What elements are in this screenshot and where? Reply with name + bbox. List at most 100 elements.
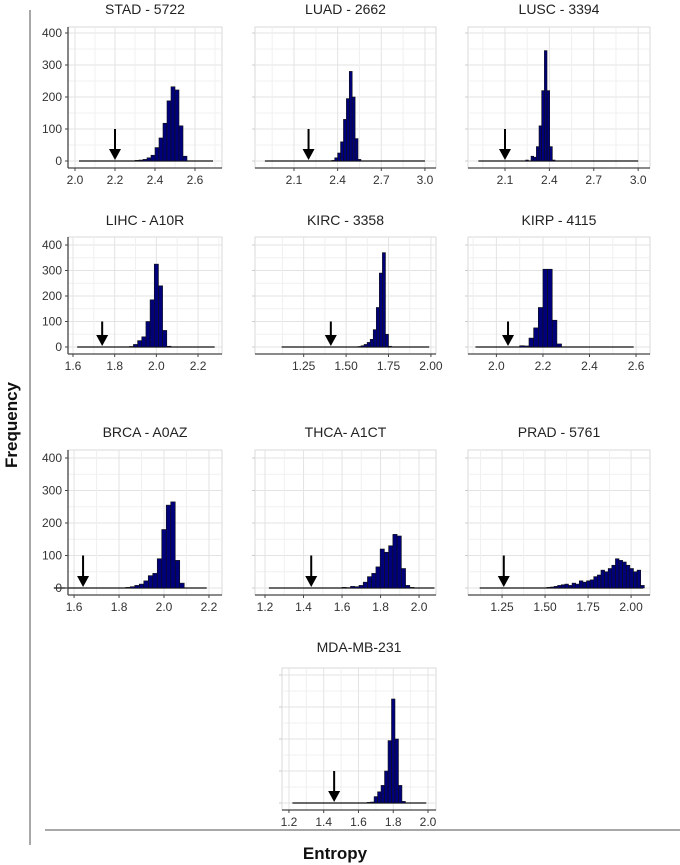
y-tick-label: 100 — [42, 122, 62, 136]
histogram-bar — [128, 346, 134, 348]
x-tick-label: 1.8 — [111, 600, 128, 614]
histogram-bar — [593, 576, 598, 589]
panel-title: THCA- A1CT — [305, 424, 387, 440]
histogram-bar — [141, 336, 147, 348]
histogram-bar — [582, 581, 587, 589]
histogram-bar — [600, 569, 605, 589]
histogram-bar — [564, 583, 569, 589]
histogram-bar — [398, 785, 403, 804]
histogram-bar — [589, 579, 595, 589]
histogram-bar — [388, 545, 394, 589]
y-tick-label: 300 — [42, 58, 62, 72]
histogram-bar — [158, 285, 163, 348]
histogram-bar — [138, 159, 144, 162]
x-tick-label: 2.0 — [148, 359, 165, 373]
x-tick-label: 2.0 — [488, 359, 505, 373]
histogram-bar — [182, 155, 188, 162]
histogram-bar — [528, 337, 534, 348]
x-tick-label: 1.8 — [385, 815, 402, 829]
histogram-bar — [138, 583, 145, 589]
histogram-panel: KIRP - 4115 2.0 2.2 2.4 2.6 — [465, 212, 651, 373]
histogram-bar — [401, 801, 406, 804]
panel-title: MDA-MB-231 — [317, 639, 402, 655]
y-tick-label: 400 — [42, 26, 62, 40]
histogram-bar — [533, 156, 537, 162]
histogram-bar — [147, 575, 154, 589]
histogram-bar — [153, 263, 159, 348]
histogram-bar — [568, 585, 573, 589]
histogram-bar — [546, 587, 551, 589]
histogram-bar — [533, 327, 539, 348]
x-tick-label: 2.6 — [628, 359, 645, 373]
histogram-bar — [134, 160, 140, 162]
x-tick-label: 2.2 — [201, 600, 218, 614]
histogram-panel: THCA- A1CT 1.2 1.4 1.6 1.8 2.0 — [252, 424, 437, 614]
histogram-bar — [405, 585, 411, 589]
x-tick-label: 2.1 — [497, 173, 514, 187]
histogram-bar — [379, 548, 385, 589]
histogram-bar — [597, 574, 602, 589]
histogram-panel: LUAD - 2662 2.1 2.4 2.7 3.0 — [252, 1, 437, 187]
histogram-bar — [611, 564, 616, 589]
x-tick-label: 2.1 — [286, 173, 303, 187]
histogram-bar — [549, 146, 553, 162]
histogram-bar — [158, 137, 164, 162]
histogram-bar — [340, 141, 344, 162]
histogram-bar — [362, 581, 368, 589]
y-tick-label: 0 — [55, 340, 62, 354]
x-tick-label: 2.0 — [420, 815, 437, 829]
histogram-bar — [629, 568, 634, 589]
histogram-bar — [366, 802, 371, 804]
histogram-bar — [396, 535, 402, 589]
histogram-bar — [536, 146, 540, 162]
x-tick-label: 1.4 — [315, 815, 332, 829]
y-tick-label: 0 — [55, 154, 62, 168]
histogram-bar — [363, 344, 368, 348]
histogram-bar — [179, 582, 185, 589]
panel-title: LIHC - A10R — [106, 212, 185, 228]
histogram-bar — [149, 299, 155, 348]
histogram-bar — [142, 159, 148, 162]
arrow-down-icon — [497, 576, 510, 587]
histogram-bar — [557, 585, 562, 589]
x-tick-label: 2.6 — [187, 173, 204, 187]
histogram-bar — [571, 582, 576, 589]
y-tick-label: 200 — [42, 516, 62, 530]
y-tick-label: 400 — [42, 451, 62, 465]
histogram-bar — [337, 152, 341, 162]
histogram-bar — [546, 90, 550, 162]
histogram-bar — [375, 307, 380, 348]
x-tick-label: 2.7 — [585, 173, 602, 187]
y-tick-label: 200 — [42, 289, 62, 303]
x-tick-label: 1.8 — [106, 359, 123, 373]
histogram-bar — [633, 571, 638, 589]
x-tick-label: 1.8 — [372, 600, 389, 614]
histogram-bar — [152, 573, 158, 589]
x-tick-label: 2.0 — [411, 600, 428, 614]
x-tick-label: 2.4 — [541, 173, 558, 187]
y-tick-label: 300 — [42, 264, 62, 278]
histogram-bar — [575, 583, 580, 589]
x-tick-label: 2.4 — [147, 173, 164, 187]
histogram-bar — [615, 558, 620, 589]
histogram-bar — [367, 576, 372, 589]
histogram-bar — [560, 584, 566, 589]
x-tick-label: 1.6 — [65, 359, 82, 373]
x-tick-label: 1.2 — [257, 600, 274, 614]
x-tick-label: 1.6 — [350, 815, 367, 829]
arrow-down-icon — [305, 576, 318, 587]
histogram-bar — [156, 558, 163, 589]
panel-title: KIRC - 3358 — [307, 212, 384, 228]
x-tick-label: 2.4 — [329, 173, 346, 187]
histogram-bar — [346, 98, 350, 162]
x-tick-label: 1.4 — [295, 600, 312, 614]
x-tick-label: 2.7 — [373, 173, 390, 187]
x-tick-label: 1.6 — [334, 600, 351, 614]
panel-title: PRAD - 5761 — [518, 424, 601, 440]
histogram-bar — [392, 534, 398, 589]
histogram-bar — [622, 561, 627, 589]
histogram-bar — [542, 268, 548, 348]
x-tick-label: 3.0 — [630, 173, 647, 187]
x-tick-label: 1.75 — [576, 600, 600, 614]
